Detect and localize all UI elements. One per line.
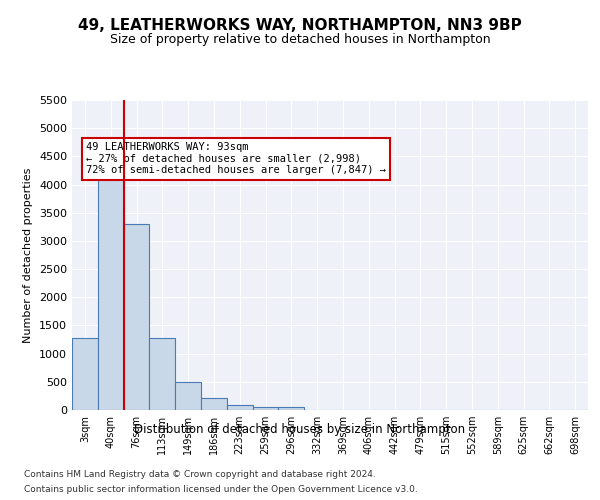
Bar xyxy=(278,407,304,410)
Text: Contains public sector information licensed under the Open Government Licence v3: Contains public sector information licen… xyxy=(24,485,418,494)
Text: Size of property relative to detached houses in Northampton: Size of property relative to detached ho… xyxy=(110,32,490,46)
Text: 49, LEATHERWORKS WAY, NORTHAMPTON, NN3 9BP: 49, LEATHERWORKS WAY, NORTHAMPTON, NN3 9… xyxy=(78,18,522,32)
Text: Distribution of detached houses by size in Northampton: Distribution of detached houses by size … xyxy=(134,422,466,436)
Bar xyxy=(201,398,227,410)
Bar xyxy=(253,407,278,410)
Bar xyxy=(72,338,98,410)
Y-axis label: Number of detached properties: Number of detached properties xyxy=(23,168,34,342)
Bar xyxy=(175,382,201,410)
Text: Contains HM Land Registry data © Crown copyright and database right 2024.: Contains HM Land Registry data © Crown c… xyxy=(24,470,376,479)
Bar xyxy=(98,166,124,410)
Bar xyxy=(149,338,175,410)
Bar xyxy=(124,224,149,410)
Bar xyxy=(227,405,253,410)
Text: 49 LEATHERWORKS WAY: 93sqm
← 27% of detached houses are smaller (2,998)
72% of s: 49 LEATHERWORKS WAY: 93sqm ← 27% of deta… xyxy=(86,142,386,176)
